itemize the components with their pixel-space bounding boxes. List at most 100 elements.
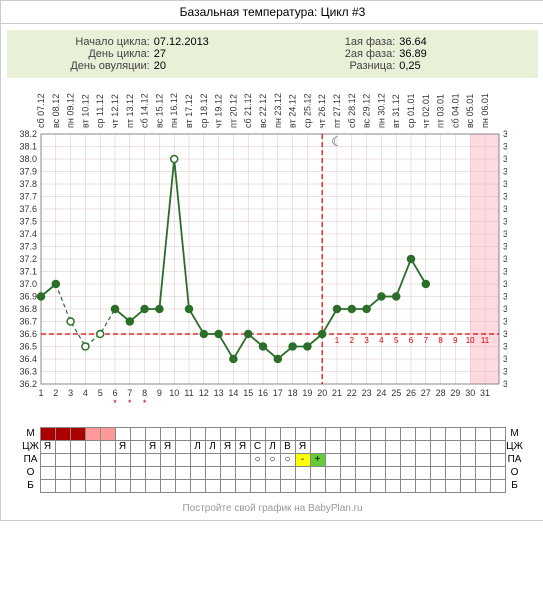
- grid-cell: -: [295, 454, 310, 467]
- svg-text:8: 8: [438, 336, 443, 345]
- grid-cell: [70, 480, 85, 493]
- grid-cell: [160, 480, 175, 493]
- svg-text:37.6: 37.6: [503, 204, 507, 214]
- grid-cell: [145, 480, 160, 493]
- grid-cell: [130, 428, 145, 441]
- grid-cell: [415, 441, 430, 454]
- svg-text:36.7: 36.7: [503, 317, 507, 327]
- grid-cell: [460, 454, 475, 467]
- svg-text:36.2: 36.2: [19, 379, 37, 389]
- svg-text:36.7: 36.7: [19, 317, 37, 327]
- svg-text:ср 25.12: ср 25.12: [302, 93, 312, 128]
- grid-cell: [325, 428, 340, 441]
- svg-text:37.2: 37.2: [19, 254, 37, 264]
- svg-text:вс 05.01: вс 05.01: [465, 94, 475, 128]
- grid-cell: [445, 441, 460, 454]
- grid-cell: [340, 441, 355, 454]
- grid-cell: [325, 454, 340, 467]
- grid-cell: [205, 467, 220, 480]
- svg-text:*: *: [128, 398, 132, 408]
- svg-text:37.0: 37.0: [503, 279, 507, 289]
- svg-text:12: 12: [199, 388, 209, 398]
- grid-cell: [265, 467, 280, 480]
- svg-text:пн 30.12: пн 30.12: [376, 93, 386, 128]
- info-value: 27: [154, 48, 166, 60]
- grid-cell: [490, 428, 505, 441]
- svg-text:3: 3: [68, 388, 73, 398]
- grid-cell: [115, 467, 130, 480]
- svg-text:19: 19: [302, 388, 312, 398]
- svg-text:37.6: 37.6: [19, 204, 37, 214]
- grid-cell: [40, 428, 55, 441]
- grid-cell: [85, 454, 100, 467]
- svg-text:16: 16: [258, 388, 268, 398]
- grid-cell: [475, 441, 490, 454]
- grid-cell: [475, 454, 490, 467]
- svg-text:4: 4: [83, 388, 88, 398]
- grid-cell: [175, 454, 190, 467]
- info-label: Разница:: [273, 60, 400, 72]
- grid-cell: [235, 480, 250, 493]
- svg-text:37.2: 37.2: [503, 254, 507, 264]
- grid-cell: [265, 480, 280, 493]
- svg-text:*: *: [143, 398, 147, 408]
- svg-text:пн 06.01: пн 06.01: [480, 93, 490, 128]
- svg-text:2: 2: [53, 388, 58, 398]
- grid-cell: Л: [205, 441, 220, 454]
- svg-text:21: 21: [332, 388, 342, 398]
- grid-cell: [55, 441, 70, 454]
- svg-text:36.3: 36.3: [19, 367, 37, 377]
- grid-cell: [235, 467, 250, 480]
- grid-cell: [415, 454, 430, 467]
- svg-text:36.2: 36.2: [503, 379, 507, 389]
- grid-cell: [145, 467, 160, 480]
- grid-cell: [325, 441, 340, 454]
- info-value: 36.89: [399, 48, 427, 60]
- svg-text:37.5: 37.5: [503, 217, 507, 227]
- grid-cell: [445, 467, 460, 480]
- grid-cell: [85, 441, 100, 454]
- svg-text:ср 11.12: ср 11.12: [95, 94, 105, 128]
- chart-title: Базальная температура: Цикл #3: [1, 1, 543, 24]
- svg-text:29: 29: [450, 388, 460, 398]
- grid-cell: [190, 480, 205, 493]
- svg-text:37.8: 37.8: [19, 179, 37, 189]
- grid-cell: [400, 441, 415, 454]
- svg-text:чт 02.01: чт 02.01: [421, 94, 431, 128]
- row-label: ПА: [22, 454, 41, 467]
- svg-text:5: 5: [98, 388, 103, 398]
- grid-cell: [475, 467, 490, 480]
- svg-text:4: 4: [379, 336, 384, 345]
- svg-text:вт 17.12: вт 17.12: [184, 94, 194, 128]
- grid-cell: [445, 480, 460, 493]
- grid-cell: [115, 454, 130, 467]
- svg-text:31: 31: [480, 388, 490, 398]
- svg-text:3: 3: [364, 336, 369, 345]
- grid-cell: [340, 467, 355, 480]
- svg-text:36.4: 36.4: [503, 354, 507, 364]
- chart-svg: 36.236.236.336.336.436.436.536.536.636.6…: [7, 84, 507, 424]
- svg-text:36.8: 36.8: [503, 304, 507, 314]
- svg-text:30: 30: [465, 388, 475, 398]
- svg-text:37.9: 37.9: [503, 167, 507, 177]
- grid-cell: [310, 480, 325, 493]
- svg-text:сб 21.12: сб 21.12: [243, 93, 253, 128]
- svg-text:8: 8: [142, 388, 147, 398]
- svg-text:37.7: 37.7: [19, 192, 37, 202]
- grid-cell: [415, 428, 430, 441]
- grid-cell: [100, 454, 115, 467]
- info-label: День овуляции:: [27, 60, 154, 72]
- svg-text:26: 26: [406, 388, 416, 398]
- svg-text:чт 12.12: чт 12.12: [110, 94, 120, 128]
- grid-cell: Я: [160, 441, 175, 454]
- grid-cell: [325, 467, 340, 480]
- row-label: ПА: [505, 454, 524, 467]
- info-label: Начало цикла:: [27, 36, 154, 48]
- grid-cell: [190, 454, 205, 467]
- svg-text:сб 07.12: сб 07.12: [36, 93, 46, 128]
- grid-cell: [190, 467, 205, 480]
- svg-text:11: 11: [184, 388, 193, 398]
- grid-cell: Я: [235, 441, 250, 454]
- grid-cell: [220, 454, 235, 467]
- grid-cell: [160, 467, 175, 480]
